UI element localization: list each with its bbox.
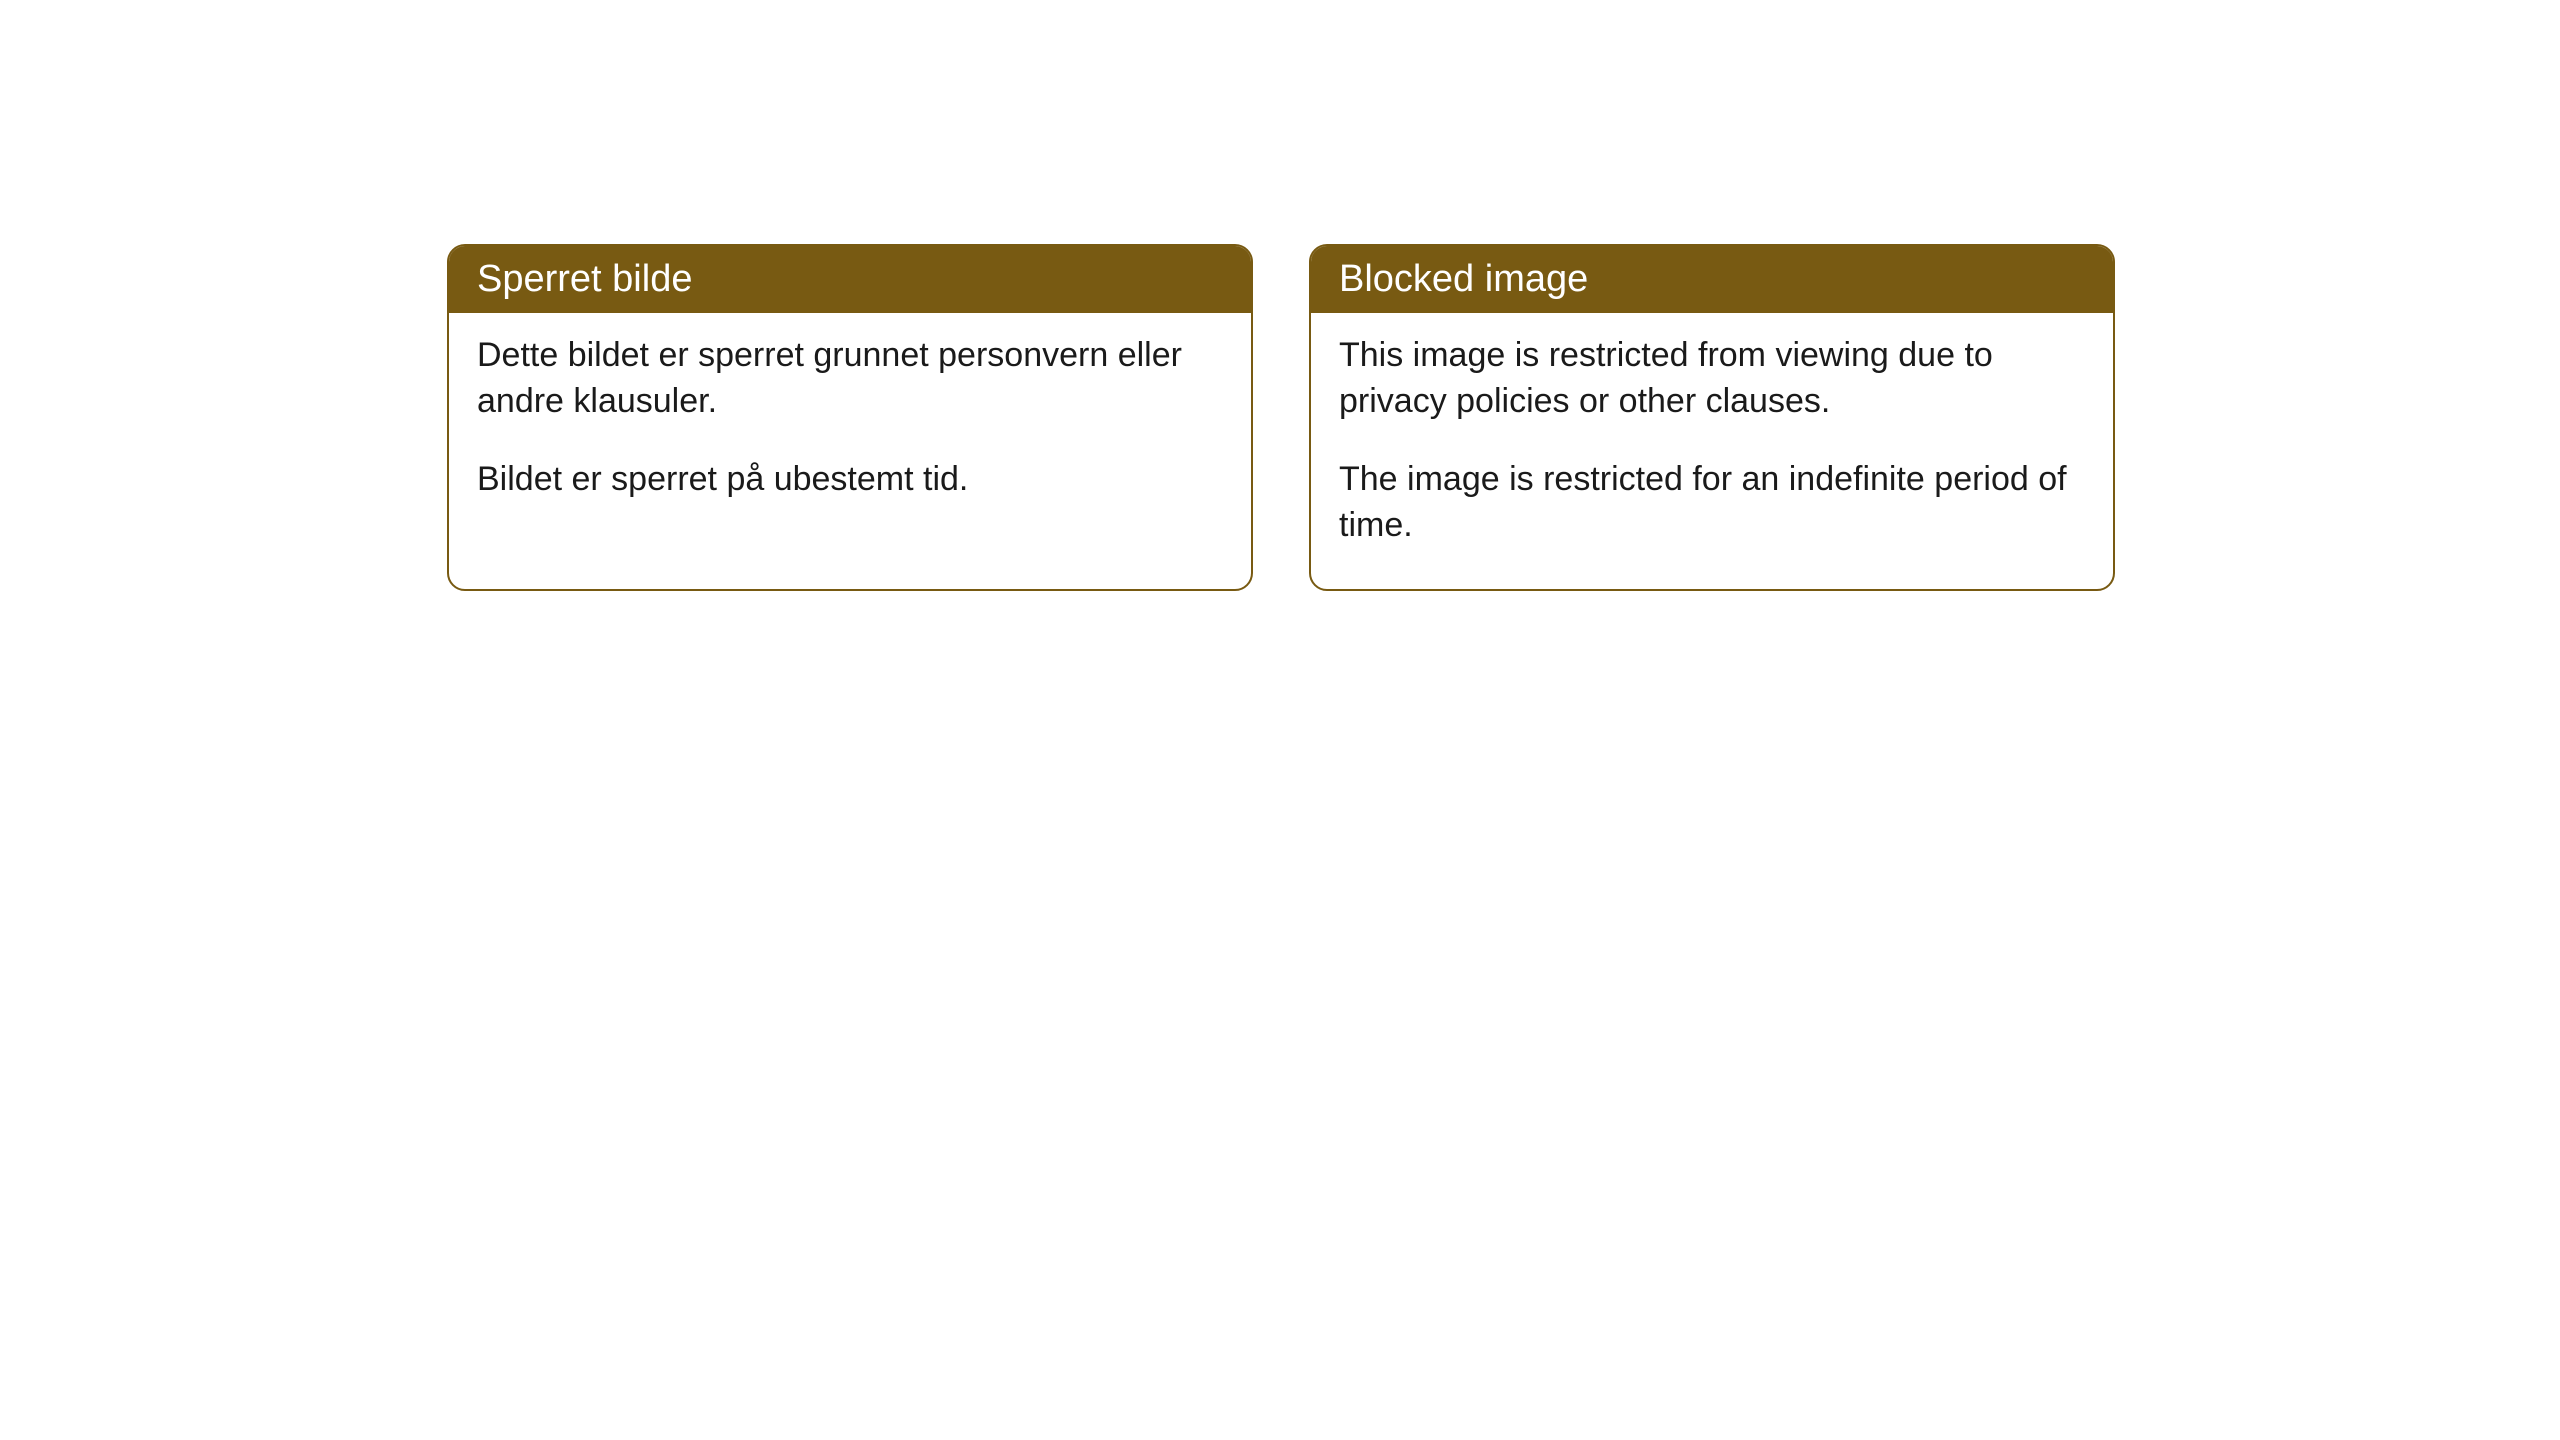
card-title: Sperret bilde <box>477 258 692 300</box>
card-paragraph: The image is restricted for an indefinit… <box>1339 457 2085 549</box>
card-title: Blocked image <box>1339 258 1588 300</box>
card-body-norwegian: Dette bildet er sperret grunnet personve… <box>449 313 1251 543</box>
card-paragraph: This image is restricted from viewing du… <box>1339 333 2085 425</box>
card-header-norwegian: Sperret bilde <box>449 246 1251 313</box>
card-paragraph: Bildet er sperret på ubestemt tid. <box>477 457 1223 503</box>
card-paragraph: Dette bildet er sperret grunnet personve… <box>477 333 1223 425</box>
card-body-english: This image is restricted from viewing du… <box>1311 313 2113 589</box>
card-header-english: Blocked image <box>1311 246 2113 313</box>
card-norwegian: Sperret bilde Dette bildet er sperret gr… <box>447 244 1253 591</box>
cards-container: Sperret bilde Dette bildet er sperret gr… <box>0 0 2560 591</box>
card-english: Blocked image This image is restricted f… <box>1309 244 2115 591</box>
